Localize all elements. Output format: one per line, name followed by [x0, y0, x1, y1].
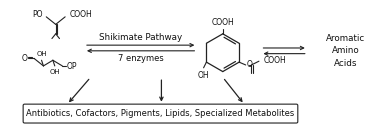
- Text: OH: OH: [50, 69, 60, 75]
- Text: COOH: COOH: [263, 56, 287, 65]
- Text: O: O: [247, 61, 253, 70]
- FancyBboxPatch shape: [23, 104, 298, 123]
- Text: 7 enzymes: 7 enzymes: [118, 54, 164, 63]
- Text: OH: OH: [198, 71, 209, 80]
- Text: PO: PO: [32, 10, 42, 19]
- Text: COOH: COOH: [211, 18, 234, 27]
- Text: Shikimate Pathway: Shikimate Pathway: [99, 33, 182, 42]
- Text: O: O: [22, 54, 27, 63]
- Text: Antibiotics, Cofactors, Pigments, Lipids, Specialized Metabolites: Antibiotics, Cofactors, Pigments, Lipids…: [26, 109, 294, 118]
- Text: COOH: COOH: [70, 10, 93, 19]
- Text: OP: OP: [67, 62, 77, 71]
- Text: Aromatic
Amino
Acids: Aromatic Amino Acids: [326, 34, 365, 68]
- Text: OH: OH: [36, 51, 47, 57]
